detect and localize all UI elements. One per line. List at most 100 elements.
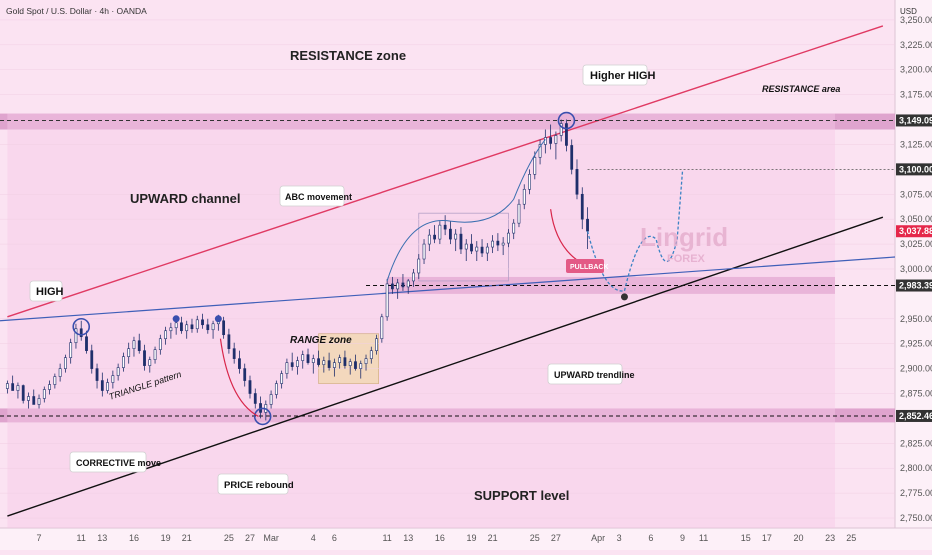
high-circle-marker <box>72 317 91 336</box>
candle-body-67 <box>359 363 363 369</box>
candle-body-62 <box>332 362 336 368</box>
candle-body-83 <box>443 224 447 230</box>
candle-body-56 <box>301 354 305 361</box>
y-tick-label-8: 3,000.000 <box>900 264 932 274</box>
candle-body-14 <box>79 328 83 338</box>
candle-body-28 <box>153 349 157 360</box>
x-tick-label-13: 16 <box>435 533 445 543</box>
candle-body-38 <box>206 324 210 331</box>
candle-body-7 <box>42 389 46 399</box>
candle-body-50 <box>269 394 273 405</box>
candle-body-72 <box>385 283 389 318</box>
candle-body-16 <box>90 350 94 369</box>
candle-body-94 <box>501 242 505 246</box>
candle-body-61 <box>327 360 331 368</box>
high-callout: HIGH <box>29 280 64 302</box>
candle-body-85 <box>454 233 458 240</box>
candle-body-19 <box>106 382 109 391</box>
y-tick-label-12: 2,875.000 <box>900 389 932 399</box>
candle-body-51 <box>274 383 278 395</box>
candles-layer <box>5 119 589 421</box>
candle-body-108 <box>575 169 579 195</box>
candle-body-109 <box>580 193 584 220</box>
candle-body-104 <box>554 135 558 144</box>
candle-body-63 <box>338 357 342 363</box>
candle-body-95 <box>507 232 510 244</box>
x-tick-label-24: 17 <box>762 533 772 543</box>
candle-body-18 <box>100 380 104 391</box>
candle-body-26 <box>143 350 146 366</box>
candle-body-74 <box>396 282 400 290</box>
candle-body-76 <box>406 280 410 288</box>
candle-body-52 <box>280 373 284 384</box>
y-tick-label-13: 2,825.000 <box>900 438 932 448</box>
y-tick-label-14: 2,800.000 <box>900 463 932 473</box>
price-tag-label-3: 2,983.397 <box>899 281 932 291</box>
price-rebound-callout: PRICE rebound <box>217 473 294 495</box>
candle-body-87 <box>464 243 468 250</box>
candle-body-57 <box>306 354 310 363</box>
currency-label: USD <box>900 7 917 16</box>
candle-body-77 <box>412 272 415 282</box>
x-tick-label-16: 25 <box>530 533 540 543</box>
corrective-arrow <box>219 338 259 417</box>
x-tick-label-6: 25 <box>224 533 234 543</box>
candle-body-89 <box>475 246 479 252</box>
candle-body-31 <box>169 327 173 332</box>
candle-body-86 <box>459 233 463 250</box>
candle-body-5 <box>32 396 36 405</box>
candle-body-69 <box>369 350 373 359</box>
candle-body-20 <box>111 375 115 383</box>
candle-body-59 <box>317 358 320 365</box>
eye-marker <box>620 293 628 301</box>
x-tick-label-5: 21 <box>182 533 192 543</box>
x-tick-label-22: 11 <box>699 533 708 543</box>
y-tick-label-6: 3,050.000 <box>900 214 932 224</box>
projection-path <box>586 171 684 292</box>
corrective-move-label: CORRECTIVE move <box>76 458 161 468</box>
x-tick-label-7: 27 <box>245 533 255 543</box>
time-axis: 7 11 13 16 19 21 25 27 Mar 4 6 11 13 16 19 21 25 27 Apr 3 6 9… <box>37 533 857 543</box>
x-tick-label-1: 11 <box>77 533 86 543</box>
x-tick-label-23: 15 <box>741 533 751 543</box>
y-tick-label-15: 2,775.000 <box>900 488 932 498</box>
abc-movement-callout: ABC movement <box>279 185 352 207</box>
candle-body-64 <box>343 357 347 366</box>
candle-body-99 <box>528 174 531 190</box>
abc-movement-curve <box>386 139 546 282</box>
candle-body-36 <box>195 319 199 330</box>
rebound-circle-marker <box>253 407 272 426</box>
upward-trendline-box <box>547 363 623 385</box>
y-tick-label-10: 2,925.000 <box>900 339 932 349</box>
support-level-band <box>0 408 895 423</box>
candle-body-33 <box>180 322 183 332</box>
candle-body-71 <box>380 316 384 340</box>
range-zone-label: RANGE zone <box>290 335 352 346</box>
candle-body-29 <box>158 338 162 350</box>
triangle-dot-1 <box>172 315 180 323</box>
pullback-box <box>566 259 604 273</box>
x-tick-label-26: 23 <box>825 533 835 543</box>
x-tick-label-19: 3 <box>617 533 622 543</box>
candle-body-82 <box>438 224 442 240</box>
candle-body-84 <box>449 228 452 240</box>
x-tick-label-25: 20 <box>793 533 803 543</box>
overlays-layer <box>72 111 684 426</box>
watermark-subtext: FOREX <box>667 253 706 265</box>
candle-body-106 <box>565 123 568 146</box>
y-tick-label-16: 2,750.000 <box>900 513 932 523</box>
candle-body-90 <box>480 246 484 254</box>
range-zone-box <box>318 333 379 384</box>
candle-body-79 <box>422 243 426 260</box>
y-tick-label-7: 3,025.000 <box>900 239 932 249</box>
candle-body-3 <box>21 385 25 401</box>
candle-body-103 <box>549 137 553 144</box>
candle-body-35 <box>190 324 194 330</box>
channel-upper-line <box>7 25 884 318</box>
candle-body-45 <box>243 368 247 381</box>
candle-body-58 <box>311 358 315 363</box>
candle-body-27 <box>148 359 152 366</box>
gridlines-layer <box>0 19 895 519</box>
candle-body-73 <box>390 283 394 290</box>
